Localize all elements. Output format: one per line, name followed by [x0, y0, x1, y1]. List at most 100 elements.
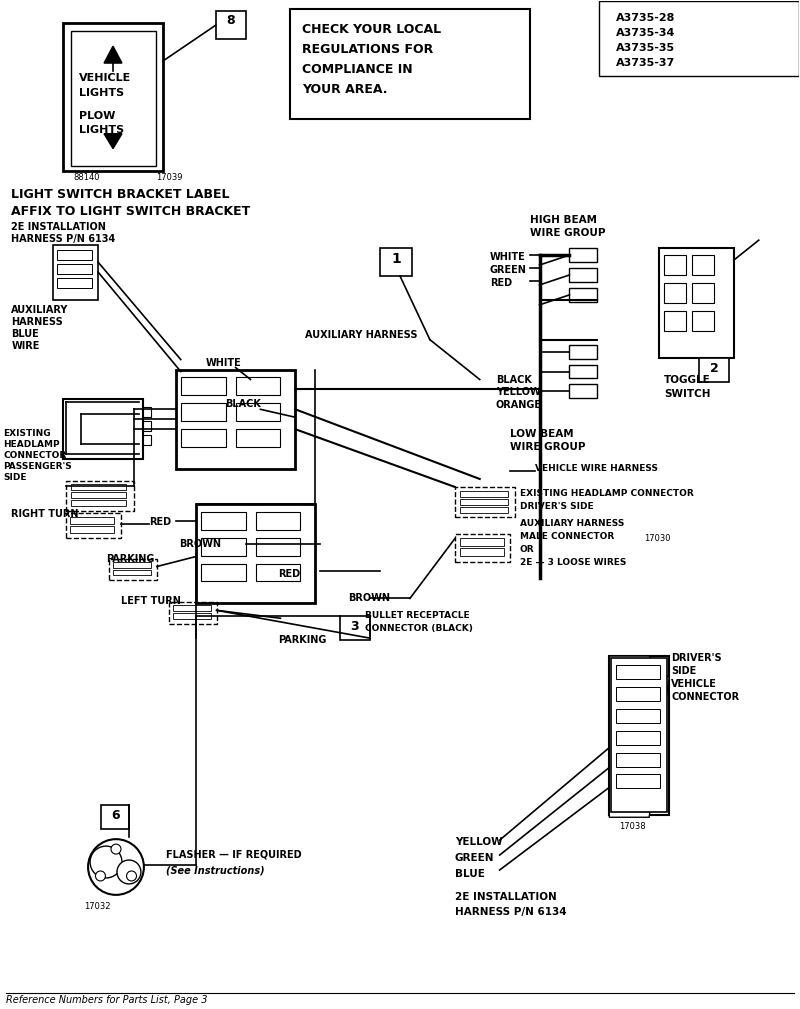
Bar	[614, 728, 662, 745]
Bar	[235, 404, 281, 422]
Bar	[599, 1, 798, 76]
Bar	[614, 663, 662, 679]
Circle shape	[90, 847, 122, 878]
Bar	[71, 499, 126, 506]
Bar	[614, 685, 662, 701]
Bar	[216, 11, 246, 39]
Bar	[664, 255, 686, 275]
Text: BLACK: BLACK	[226, 400, 262, 410]
Bar	[143, 422, 151, 431]
Bar	[664, 283, 686, 303]
Bar	[66, 481, 134, 511]
Bar	[570, 288, 598, 302]
Text: 2E INSTALLATION: 2E INSTALLATION	[455, 892, 557, 902]
Bar	[290, 9, 530, 119]
Bar	[659, 248, 734, 357]
Text: 17030: 17030	[644, 534, 670, 543]
Text: GREEN: GREEN	[490, 265, 526, 275]
Text: DRIVER'S SIDE: DRIVER'S SIDE	[519, 501, 594, 511]
Text: A3735-28: A3735-28	[616, 13, 676, 23]
Bar	[143, 408, 151, 418]
Bar	[113, 569, 151, 575]
Bar	[611, 658, 667, 812]
Text: WIRE GROUP: WIRE GROUP	[510, 442, 585, 452]
Text: VEHICLE WIRE HARNESS: VEHICLE WIRE HARNESS	[534, 464, 658, 473]
Bar	[460, 538, 504, 546]
Bar	[614, 707, 662, 722]
Bar	[235, 377, 281, 396]
Text: HARNESS P/N 6134: HARNESS P/N 6134	[455, 907, 566, 917]
Bar	[616, 665, 660, 679]
Bar	[181, 377, 226, 396]
Text: EXISTING: EXISTING	[3, 429, 51, 438]
Text: SWITCH: SWITCH	[664, 389, 710, 400]
Text: 3: 3	[350, 621, 358, 634]
Text: TOGGLE: TOGGLE	[664, 374, 711, 384]
Bar	[692, 283, 714, 303]
Bar	[181, 429, 226, 447]
Text: SIDE: SIDE	[3, 473, 27, 482]
Text: RIGHT TURN: RIGHT TURN	[11, 509, 79, 519]
Bar	[235, 429, 281, 447]
Bar	[614, 751, 662, 767]
Text: BROWN: BROWN	[178, 539, 221, 549]
Text: LIGHT SWITCH BRACKET LABEL: LIGHT SWITCH BRACKET LABEL	[11, 189, 230, 202]
Text: RED: RED	[278, 568, 301, 578]
Bar	[196, 503, 315, 603]
Bar	[169, 602, 217, 625]
Bar	[455, 487, 514, 517]
Bar	[616, 731, 660, 745]
Text: 2: 2	[710, 361, 718, 374]
Bar	[173, 613, 210, 620]
Bar	[201, 512, 246, 530]
Polygon shape	[104, 134, 122, 148]
Bar	[460, 498, 508, 504]
Circle shape	[95, 871, 106, 881]
Bar	[570, 384, 598, 399]
Text: LIGHTS: LIGHTS	[79, 88, 124, 98]
Circle shape	[111, 845, 121, 854]
Polygon shape	[104, 46, 122, 64]
Bar	[71, 484, 126, 490]
Bar	[57, 264, 92, 274]
Text: SIDE: SIDE	[671, 666, 696, 676]
Bar	[113, 562, 151, 567]
Text: BLACK: BLACK	[496, 374, 531, 384]
Text: 2E INSTALLATION: 2E INSTALLATION	[11, 222, 106, 232]
Bar	[57, 278, 92, 288]
Text: 17032: 17032	[84, 902, 110, 911]
Text: BROWN: BROWN	[348, 593, 390, 603]
Text: HARNESS: HARNESS	[11, 317, 63, 327]
Bar	[614, 773, 662, 788]
Bar	[570, 268, 598, 282]
Bar	[380, 248, 412, 276]
Text: BLUE: BLUE	[455, 869, 485, 879]
Text: 6: 6	[111, 809, 120, 822]
Text: WHITE: WHITE	[490, 252, 526, 262]
Bar	[699, 357, 729, 382]
Text: PARKING: PARKING	[278, 636, 326, 645]
Text: PLOW: PLOW	[79, 111, 115, 121]
Bar	[70, 517, 114, 524]
Text: COMPLIANCE IN: COMPLIANCE IN	[302, 64, 413, 76]
Circle shape	[117, 860, 141, 884]
Text: HEADLAMP: HEADLAMP	[3, 440, 60, 449]
Text: DRIVER'S: DRIVER'S	[671, 653, 722, 663]
Text: 88140: 88140	[73, 173, 100, 182]
Text: WHITE: WHITE	[206, 357, 242, 367]
Text: CONNECTOR (BLACK): CONNECTOR (BLACK)	[365, 625, 473, 634]
Bar	[201, 564, 246, 581]
Text: PASSENGER'S: PASSENGER'S	[3, 462, 72, 471]
Text: 17038: 17038	[619, 822, 646, 831]
Bar	[692, 311, 714, 331]
Text: LOW BEAM: LOW BEAM	[510, 429, 574, 439]
Circle shape	[88, 839, 144, 895]
Bar	[201, 538, 246, 556]
Text: AFFIX TO LIGHT SWITCH BRACKET: AFFIX TO LIGHT SWITCH BRACKET	[11, 206, 250, 218]
Text: 2E — 3 LOOSE WIRES: 2E — 3 LOOSE WIRES	[519, 558, 626, 567]
Bar	[255, 564, 300, 581]
Text: VEHICLE: VEHICLE	[79, 73, 131, 83]
Bar	[460, 491, 508, 496]
Text: WIRE: WIRE	[11, 341, 40, 351]
Text: (See Instructions): (See Instructions)	[166, 865, 265, 875]
